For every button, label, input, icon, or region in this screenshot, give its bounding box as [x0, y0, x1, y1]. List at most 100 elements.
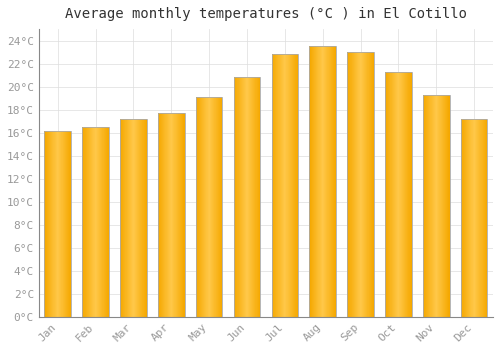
Bar — [317, 46, 318, 317]
Bar — [177, 113, 178, 317]
Bar — [385, 72, 386, 317]
Bar — [385, 72, 411, 317]
Bar — [398, 72, 399, 317]
Bar — [216, 97, 217, 317]
Bar — [314, 46, 315, 317]
Bar — [138, 119, 140, 317]
Bar — [59, 132, 60, 317]
Bar — [360, 52, 361, 317]
Bar — [90, 127, 91, 317]
Bar — [275, 54, 276, 317]
Bar — [425, 94, 426, 317]
Bar — [361, 52, 362, 317]
Bar — [62, 132, 63, 317]
Bar — [371, 52, 372, 317]
Bar — [247, 77, 248, 317]
Bar — [282, 54, 284, 317]
Bar — [64, 132, 65, 317]
Bar — [165, 113, 166, 317]
Bar — [471, 119, 472, 317]
Bar — [123, 119, 124, 317]
Bar — [209, 97, 210, 317]
Bar — [61, 132, 62, 317]
Bar — [324, 46, 325, 317]
Bar — [432, 94, 433, 317]
Bar — [105, 127, 106, 317]
Bar — [91, 127, 92, 317]
Bar — [426, 94, 428, 317]
Bar — [289, 54, 290, 317]
Bar — [424, 94, 425, 317]
Bar — [243, 77, 244, 317]
Bar — [392, 72, 393, 317]
Bar — [103, 127, 104, 317]
Bar — [248, 77, 249, 317]
Bar — [94, 127, 95, 317]
Bar — [470, 119, 471, 317]
Bar — [126, 119, 127, 317]
Bar — [100, 127, 101, 317]
Bar — [164, 113, 165, 317]
Bar — [403, 72, 404, 317]
Bar — [244, 77, 245, 317]
Bar — [221, 97, 222, 317]
Bar — [326, 46, 327, 317]
Bar — [367, 52, 368, 317]
Bar — [217, 97, 218, 317]
Bar — [442, 94, 443, 317]
Bar — [102, 127, 103, 317]
Bar — [433, 94, 434, 317]
Bar — [350, 52, 351, 317]
Bar — [237, 77, 238, 317]
Bar — [158, 113, 159, 317]
Bar — [253, 77, 254, 317]
Bar — [51, 132, 52, 317]
Bar — [390, 72, 391, 317]
Bar — [236, 77, 237, 317]
Bar — [160, 113, 161, 317]
Bar — [218, 97, 219, 317]
Bar — [349, 52, 350, 317]
Bar — [320, 46, 321, 317]
Bar — [143, 119, 144, 317]
Bar — [176, 113, 177, 317]
Bar — [85, 127, 86, 317]
Bar — [136, 119, 137, 317]
Bar — [446, 94, 447, 317]
Bar — [169, 113, 170, 317]
Bar — [256, 77, 257, 317]
Bar — [290, 54, 291, 317]
Bar — [257, 77, 258, 317]
Bar — [474, 119, 475, 317]
Bar — [478, 119, 479, 317]
Bar — [196, 97, 197, 317]
Bar — [444, 94, 445, 317]
Bar — [443, 94, 444, 317]
Bar — [331, 46, 332, 317]
Bar — [124, 119, 125, 317]
Bar — [297, 54, 298, 317]
Title: Average monthly temperatures (°C ) in El Cotillo: Average monthly temperatures (°C ) in El… — [65, 7, 467, 21]
Bar — [436, 94, 437, 317]
Bar — [106, 127, 107, 317]
Bar — [125, 119, 126, 317]
Bar — [258, 77, 259, 317]
Bar — [328, 46, 329, 317]
Bar — [423, 94, 450, 317]
Bar — [86, 127, 87, 317]
Bar — [449, 94, 450, 317]
Bar — [255, 77, 256, 317]
Bar — [286, 54, 287, 317]
Bar — [170, 113, 171, 317]
Bar — [373, 52, 374, 317]
Bar — [372, 52, 373, 317]
Bar — [358, 52, 359, 317]
Bar — [333, 46, 334, 317]
Bar — [279, 54, 280, 317]
Bar — [213, 97, 214, 317]
Bar — [322, 46, 323, 317]
Bar — [479, 119, 480, 317]
Bar — [319, 46, 320, 317]
Bar — [219, 97, 220, 317]
Bar — [96, 127, 97, 317]
